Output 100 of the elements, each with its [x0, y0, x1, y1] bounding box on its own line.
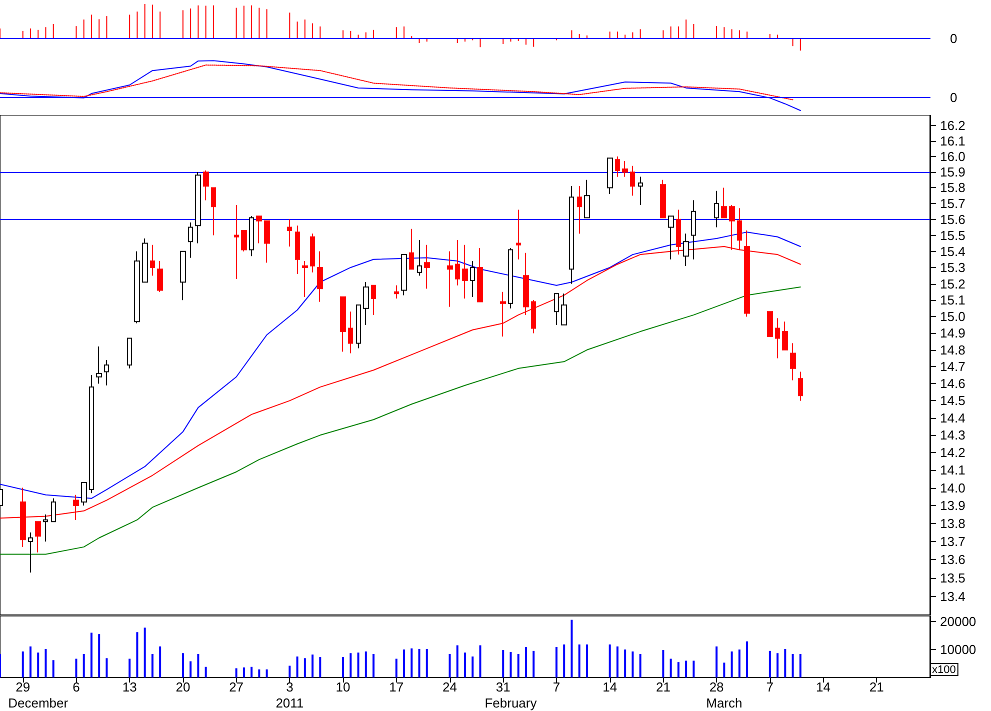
candlestick	[317, 250, 323, 302]
x-tick-label: 6	[72, 680, 80, 694]
candlestick	[455, 240, 460, 286]
y-tick-label: 15.6	[940, 212, 966, 227]
bar	[524, 646, 527, 678]
candlestick	[295, 225, 300, 274]
bar	[639, 654, 642, 678]
y-tick-label: 13.9	[940, 498, 966, 514]
bar	[792, 654, 794, 678]
candlestick	[584, 179, 590, 218]
candlestick	[561, 293, 567, 326]
y-tick-label: 15.8	[940, 180, 966, 196]
y-tick-label: 14.4	[940, 410, 966, 426]
bar	[410, 648, 413, 678]
y-tick-label: 13.6	[940, 552, 966, 568]
candlestick	[660, 179, 666, 218]
y-tick-label: 16.2	[940, 118, 966, 134]
candlestick	[104, 359, 109, 386]
y-tick-label: 15.0	[940, 309, 966, 324]
bar	[464, 652, 466, 678]
candlestick	[477, 248, 483, 302]
bar	[448, 654, 451, 678]
bar	[342, 657, 344, 678]
bar	[106, 658, 108, 678]
candlestick	[721, 187, 727, 218]
bar	[44, 648, 47, 678]
candlestick	[211, 187, 216, 236]
x-tick-label: 3	[286, 680, 294, 694]
bar	[746, 641, 748, 678]
candlestick	[43, 514, 48, 542]
bar	[357, 652, 360, 678]
x-tick-label: 24	[442, 680, 457, 694]
y-tick-label: 15.2	[940, 276, 966, 292]
candlestick	[51, 498, 56, 522]
candlestick	[28, 532, 33, 573]
candlestick	[81, 482, 87, 506]
y-tick-label: 14.1	[940, 462, 966, 478]
bar	[738, 650, 740, 678]
candlestick	[340, 296, 346, 352]
x-tick-label: 14	[816, 680, 831, 694]
candlestick	[287, 218, 292, 247]
bar	[29, 646, 32, 678]
bar	[578, 644, 580, 678]
bar	[258, 669, 260, 678]
y-tick-label: 16.0	[940, 149, 966, 164]
bar	[776, 653, 779, 678]
candlestick	[462, 244, 468, 299]
bar	[586, 644, 588, 678]
bar	[190, 661, 192, 678]
x-tick-label: 31	[496, 680, 510, 694]
candlestick	[500, 291, 506, 338]
bar	[685, 660, 688, 678]
candlestick	[798, 371, 803, 402]
bar	[692, 660, 695, 678]
candlestick	[790, 342, 796, 381]
y-tick-label: 15.9	[940, 164, 966, 180]
candlestick	[180, 250, 186, 301]
bar	[266, 669, 268, 678]
x-tick-label: 29	[16, 680, 30, 694]
bar	[555, 646, 558, 678]
y-tick-label: 14.6	[940, 376, 966, 392]
bar	[456, 645, 458, 678]
candlestick	[782, 321, 788, 350]
bar	[128, 658, 131, 678]
candlestick	[668, 216, 674, 260]
bar	[22, 651, 24, 678]
y-tick-label: 13.4	[940, 588, 966, 604]
x-tick-label: 28	[709, 680, 724, 694]
candlestick	[96, 346, 102, 384]
bar	[235, 668, 238, 678]
y-tick-label: 13.5	[940, 570, 966, 586]
candlestick	[607, 158, 613, 195]
candlestick	[775, 318, 780, 359]
y-tick-label: 14.2	[940, 445, 966, 460]
candlestick	[714, 190, 719, 228]
candlestick	[234, 204, 239, 280]
y-tick-label: 20000	[940, 614, 976, 629]
bar	[75, 658, 78, 678]
candlestick	[394, 284, 399, 299]
candlestick	[401, 254, 407, 296]
y-tick-label: 13.8	[940, 516, 966, 531]
y-tick-label: 14.8	[940, 342, 966, 358]
bar	[426, 648, 428, 678]
x-tick-label: 21	[656, 680, 670, 694]
bar	[144, 628, 146, 678]
x-tick-label: 20	[176, 680, 190, 694]
candlestick	[767, 311, 773, 338]
bar	[403, 650, 406, 678]
x-tick-label: 7	[552, 680, 560, 694]
bar	[204, 666, 207, 678]
candlestick	[569, 186, 574, 284]
candlestick	[622, 160, 628, 178]
candlestick	[516, 209, 521, 260]
bar	[372, 654, 375, 678]
bar	[159, 646, 162, 678]
candlestick	[554, 293, 559, 326]
x2-tick-label: December	[8, 696, 69, 710]
candlestick	[424, 244, 430, 290]
candlestick	[447, 250, 453, 308]
bar	[784, 648, 786, 678]
